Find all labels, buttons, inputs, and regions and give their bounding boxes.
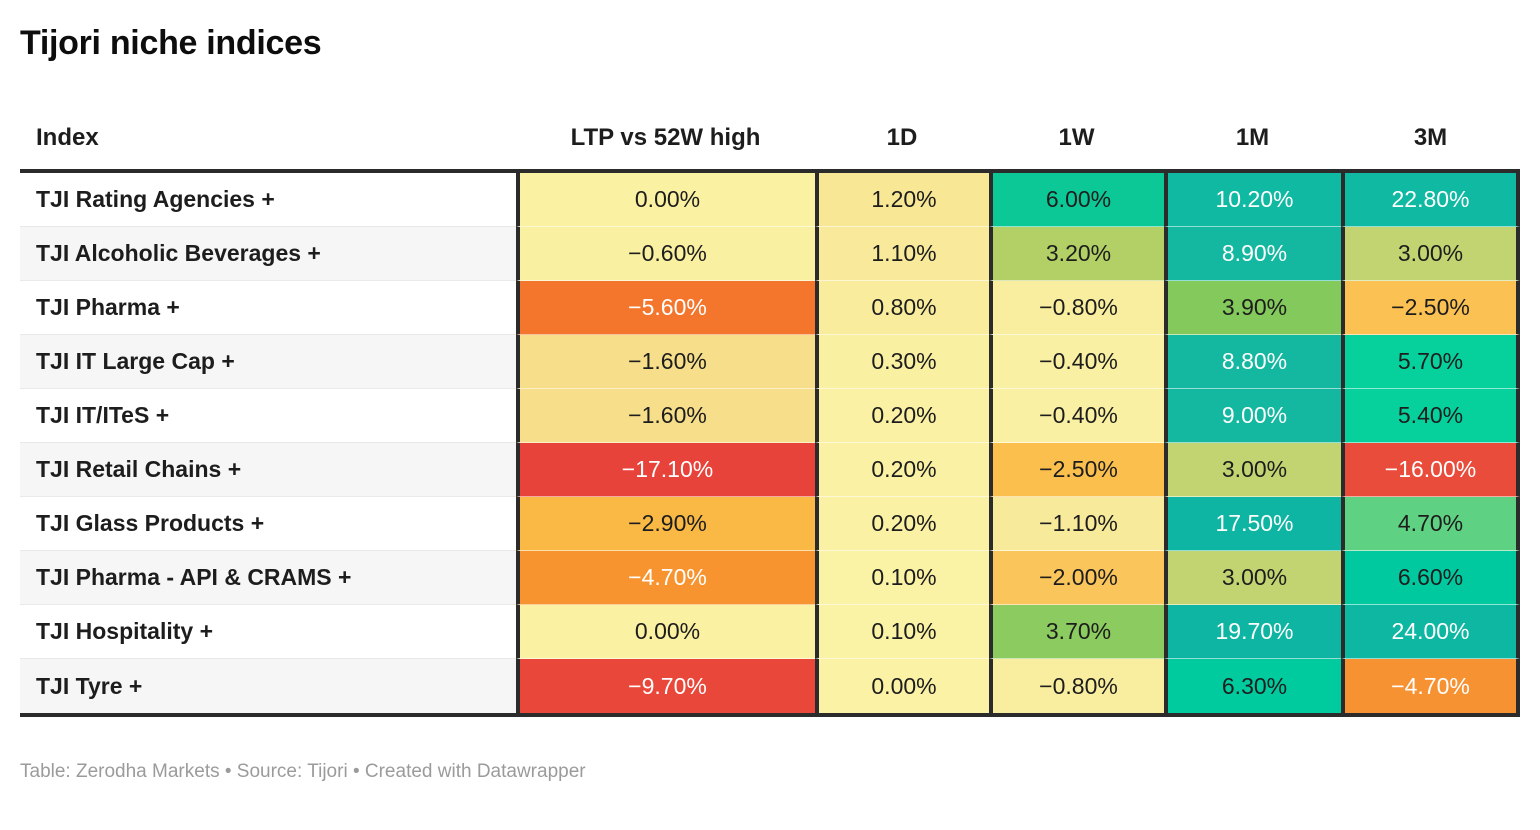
heat-cell: −2.00% bbox=[989, 551, 1164, 605]
heat-cell: −2.90% bbox=[516, 497, 815, 551]
heat-cell: 9.00% bbox=[1164, 389, 1341, 443]
heat-cell: 0.20% bbox=[815, 443, 989, 497]
heat-cell: 0.10% bbox=[815, 605, 989, 659]
heat-cell: −0.60% bbox=[516, 227, 815, 281]
heat-cell: 0.80% bbox=[815, 281, 989, 335]
heat-cell: 3.00% bbox=[1164, 551, 1341, 605]
heat-cell: 0.20% bbox=[815, 389, 989, 443]
heat-cell: 10.20% bbox=[1164, 173, 1341, 227]
heat-cell: 6.30% bbox=[1164, 659, 1341, 713]
table-row: TJI Alcoholic Beverages + −0.60% 1.10% 3.20… bbox=[20, 227, 1520, 281]
table-row: TJI IT/ITeS + −1.60% 0.20% −0.40% 9.00% 5.40% bbox=[20, 389, 1520, 443]
heat-cell: −4.70% bbox=[516, 551, 815, 605]
row-label-expandable[interactable]: TJI Tyre + bbox=[20, 659, 516, 713]
heat-cell: 3.70% bbox=[989, 605, 1164, 659]
heat-cell: −1.60% bbox=[516, 389, 815, 443]
table-row: TJI Pharma + −5.60% 0.80% −0.80% 3.90% −2.50% bbox=[20, 281, 1520, 335]
heat-cell: 1.20% bbox=[815, 173, 989, 227]
heat-cell: 3.90% bbox=[1164, 281, 1341, 335]
column-header-1m: 1M bbox=[1235, 124, 1270, 151]
heat-cell: −0.80% bbox=[989, 659, 1164, 713]
row-label-expandable[interactable]: TJI Pharma - API & CRAMS + bbox=[20, 551, 516, 605]
heat-cell: −17.10% bbox=[516, 443, 815, 497]
table-row: TJI IT Large Cap + −1.60% 0.30% −0.40% 8.80%… bbox=[20, 335, 1520, 389]
heat-cell: 5.70% bbox=[1341, 335, 1520, 389]
column-header-index: Index bbox=[36, 124, 99, 151]
heat-cell: −16.00% bbox=[1341, 443, 1520, 497]
heat-cell: −0.80% bbox=[989, 281, 1164, 335]
heat-cell: 0.00% bbox=[516, 173, 815, 227]
heat-cell: 24.00% bbox=[1341, 605, 1520, 659]
heat-cell: 8.90% bbox=[1164, 227, 1341, 281]
heat-cell: 8.80% bbox=[1164, 335, 1341, 389]
table-body: TJI Rating Agencies +0.00% 1.20% 6.00% 10.2… bbox=[20, 173, 1520, 717]
table-row: TJI Tyre + −9.70% 0.00% −0.80% 6.30% −4.70% bbox=[20, 659, 1520, 713]
heat-cell: −0.40% bbox=[989, 335, 1164, 389]
heat-cell: 0.30% bbox=[815, 335, 989, 389]
heat-cell: −0.40% bbox=[989, 389, 1164, 443]
heat-cell: 0.10% bbox=[815, 551, 989, 605]
heat-cell: 6.60% bbox=[1341, 551, 1520, 605]
indices-heatmap-table: Index LTP vs 52W high 1D 1W 1M 3M TJI Ra… bbox=[20, 66, 1520, 717]
row-label-expandable[interactable]: TJI Retail Chains + bbox=[20, 443, 516, 497]
heat-cell: −5.60% bbox=[516, 281, 815, 335]
heat-cell: 22.80% bbox=[1341, 173, 1520, 227]
table-row: TJI Retail Chains + −17.10% 0.20% −2.50% 3.0… bbox=[20, 443, 1520, 497]
column-header-1w: 1W bbox=[1058, 124, 1095, 151]
table-footer-attribution: Table: Zerodha Markets • Source: Tijori … bbox=[20, 761, 586, 782]
heat-cell: 0.00% bbox=[815, 659, 989, 713]
table-row: TJI Pharma - API & CRAMS + −4.70% 0.10% −2.… bbox=[20, 551, 1520, 605]
row-label-expandable[interactable]: TJI Hospitality + bbox=[20, 605, 516, 659]
heat-cell: 17.50% bbox=[1164, 497, 1341, 551]
heat-cell: −1.60% bbox=[516, 335, 815, 389]
chart-title: Tijori niche indices bbox=[20, 24, 322, 62]
table-row: TJI Rating Agencies +0.00% 1.20% 6.00% 10.2… bbox=[20, 173, 1520, 227]
heat-cell: 4.70% bbox=[1341, 497, 1520, 551]
heat-cell: 6.00% bbox=[989, 173, 1164, 227]
heat-cell: 0.20% bbox=[815, 497, 989, 551]
heat-cell: −2.50% bbox=[1341, 281, 1520, 335]
heat-cell: −1.10% bbox=[989, 497, 1164, 551]
row-label-expandable[interactable]: TJI IT Large Cap + bbox=[20, 335, 516, 389]
column-header-1d: 1D bbox=[886, 124, 918, 151]
heat-cell: 19.70% bbox=[1164, 605, 1341, 659]
column-header-3m: 3M bbox=[1413, 124, 1448, 151]
heat-cell: 1.10% bbox=[815, 227, 989, 281]
table-row: TJI Glass Products + −2.90% 0.20% −1.10% 17.… bbox=[20, 497, 1520, 551]
row-label-expandable[interactable]: TJI Alcoholic Beverages + bbox=[20, 227, 516, 281]
row-label-expandable[interactable]: TJI Pharma + bbox=[20, 281, 516, 335]
heat-cell: 5.40% bbox=[1341, 389, 1520, 443]
table-header-row: Index LTP vs 52W high 1D 1W 1M 3M bbox=[20, 66, 1520, 173]
heat-cell: −2.50% bbox=[989, 443, 1164, 497]
row-label-expandable[interactable]: TJI Rating Agencies + bbox=[20, 173, 516, 227]
row-label-expandable[interactable]: TJI Glass Products + bbox=[20, 497, 516, 551]
heat-cell: 3.00% bbox=[1164, 443, 1341, 497]
heat-cell: 3.20% bbox=[989, 227, 1164, 281]
heat-cell: −4.70% bbox=[1341, 659, 1520, 713]
heat-cell: 0.00% bbox=[516, 605, 815, 659]
heat-cell: 3.00% bbox=[1341, 227, 1520, 281]
heat-cell: −9.70% bbox=[516, 659, 815, 713]
column-header-ltp-vs-52w-high: LTP vs 52W high bbox=[570, 124, 761, 151]
table-row: TJI Hospitality +0.00% 0.10% 3.70% 19.70% 24… bbox=[20, 605, 1520, 659]
datawrapper-chart: Tijori niche indices Index LTP vs 52W hi… bbox=[0, 20, 1540, 783]
row-label-expandable[interactable]: TJI IT/ITeS + bbox=[20, 389, 516, 443]
